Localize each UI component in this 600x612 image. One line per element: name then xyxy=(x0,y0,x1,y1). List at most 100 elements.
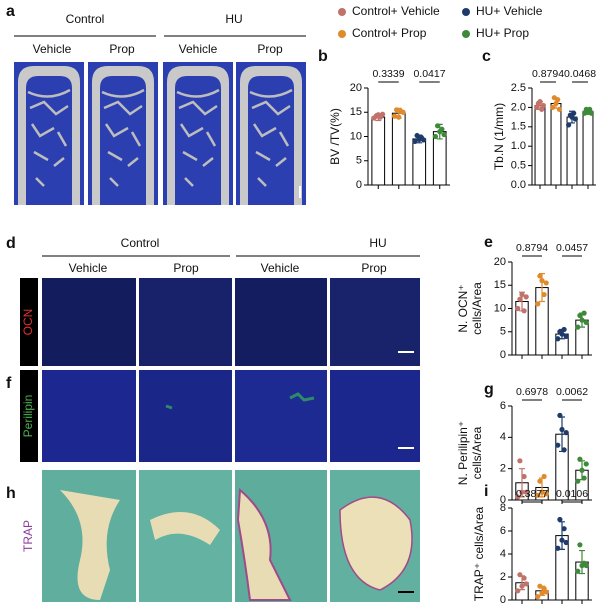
data-point xyxy=(515,494,521,500)
data-point xyxy=(583,562,589,569)
stain-label: OCN xyxy=(21,309,35,336)
data-point xyxy=(540,102,546,109)
y-tick-label: 2 xyxy=(500,571,506,583)
data-point xyxy=(534,104,540,110)
bar xyxy=(371,116,386,186)
panel-label: h xyxy=(6,485,16,502)
fluorescence-image xyxy=(139,370,232,462)
column-header: Prop xyxy=(173,261,199,275)
y-axis-label: Tb.N (1/mm) xyxy=(492,103,506,170)
data-point xyxy=(523,294,529,300)
bar xyxy=(432,131,447,186)
data-point xyxy=(579,467,585,473)
data-point xyxy=(566,122,572,128)
data-point xyxy=(581,310,587,316)
data-point xyxy=(439,126,445,132)
bar xyxy=(582,110,594,186)
data-point xyxy=(575,478,581,484)
fluorescence-image xyxy=(235,278,327,366)
y-tick-label: 6 xyxy=(500,525,506,537)
fluorescence-image xyxy=(235,370,327,462)
legend-marker xyxy=(338,30,346,38)
data-point xyxy=(519,291,525,298)
data-point xyxy=(583,461,589,467)
data-point xyxy=(537,478,543,484)
data-point xyxy=(535,593,541,600)
panel-label: g xyxy=(484,381,494,398)
y-tick-label: 1.5 xyxy=(511,121,526,133)
data-point xyxy=(535,301,541,307)
y-tick-label: 20 xyxy=(350,82,362,94)
data-point xyxy=(543,280,549,286)
panel-label: a xyxy=(6,3,15,20)
data-point xyxy=(579,317,585,323)
stain-strip xyxy=(20,278,38,366)
fluorescence-image xyxy=(139,278,232,366)
histology-image xyxy=(139,470,232,602)
data-point xyxy=(543,589,549,595)
data-point xyxy=(556,106,562,112)
p-value: 0.0457 xyxy=(556,242,588,254)
data-point xyxy=(391,113,398,119)
data-point xyxy=(519,583,525,589)
bar xyxy=(550,103,562,186)
y-axis-label: cells/Area xyxy=(470,426,484,479)
bar xyxy=(391,112,406,186)
data-point xyxy=(572,116,578,122)
micro-ct-image xyxy=(163,62,233,205)
y-axis-label: BV /TV(%) xyxy=(328,108,342,165)
data-point xyxy=(559,331,565,337)
group-header: Control xyxy=(66,12,105,26)
column-header: Prop xyxy=(109,42,135,56)
data-point xyxy=(561,526,567,532)
data-point xyxy=(412,138,418,144)
legend-label: Control+ Prop xyxy=(352,26,427,40)
data-point xyxy=(539,590,545,596)
panel-label: b xyxy=(318,48,328,65)
data-point xyxy=(550,104,556,110)
p-value: 0.8794 xyxy=(532,68,564,80)
data-point xyxy=(555,97,561,103)
data-point xyxy=(434,123,441,129)
data-point xyxy=(396,114,402,120)
y-tick-label: 5 xyxy=(356,155,362,167)
bar xyxy=(534,104,546,186)
column-header: Prop xyxy=(361,261,387,275)
data-point xyxy=(517,572,523,578)
stain-label: Perilipin xyxy=(21,395,35,438)
column-header: Vehicle xyxy=(33,42,72,56)
data-point xyxy=(521,575,527,581)
data-point xyxy=(541,291,547,298)
legend-marker xyxy=(462,30,470,38)
y-tick-label: 2.0 xyxy=(511,101,526,113)
data-point xyxy=(553,100,559,107)
data-point xyxy=(555,545,561,551)
data-point xyxy=(571,110,577,116)
y-axis-label: TRAP⁺ cells/Area xyxy=(472,506,486,601)
p-value: 0.3339 xyxy=(372,68,404,80)
panel-label: i xyxy=(484,483,488,500)
y-tick-label: 15 xyxy=(494,279,506,291)
data-point xyxy=(420,137,427,143)
data-point xyxy=(535,492,541,498)
fluorescence-image xyxy=(330,370,420,462)
stain-label: TRAP xyxy=(21,520,35,552)
p-value: 0.0062 xyxy=(556,386,588,398)
y-tick-label: 0 xyxy=(500,349,506,361)
y-axis-label: N. OCN⁺ xyxy=(456,284,470,332)
data-point xyxy=(588,110,594,116)
legend-marker xyxy=(338,8,346,16)
micro-ct-image xyxy=(14,62,84,205)
data-point xyxy=(537,583,543,589)
y-tick-label: 0 xyxy=(500,594,506,606)
y-tick-label: 0 xyxy=(356,179,362,191)
data-point xyxy=(515,588,521,594)
data-point xyxy=(541,473,547,480)
data-point xyxy=(563,430,569,436)
data-point xyxy=(559,426,565,433)
data-point xyxy=(561,447,567,453)
p-value: 0.3877 xyxy=(516,488,548,500)
y-tick-label: 2.5 xyxy=(511,82,526,94)
